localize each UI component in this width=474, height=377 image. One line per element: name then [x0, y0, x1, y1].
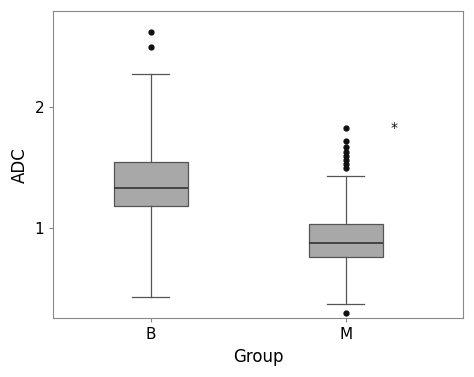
- Text: *: *: [391, 121, 398, 135]
- PathPatch shape: [309, 224, 383, 257]
- X-axis label: Group: Group: [233, 348, 283, 366]
- PathPatch shape: [114, 162, 188, 206]
- Y-axis label: ADC: ADC: [11, 147, 29, 182]
